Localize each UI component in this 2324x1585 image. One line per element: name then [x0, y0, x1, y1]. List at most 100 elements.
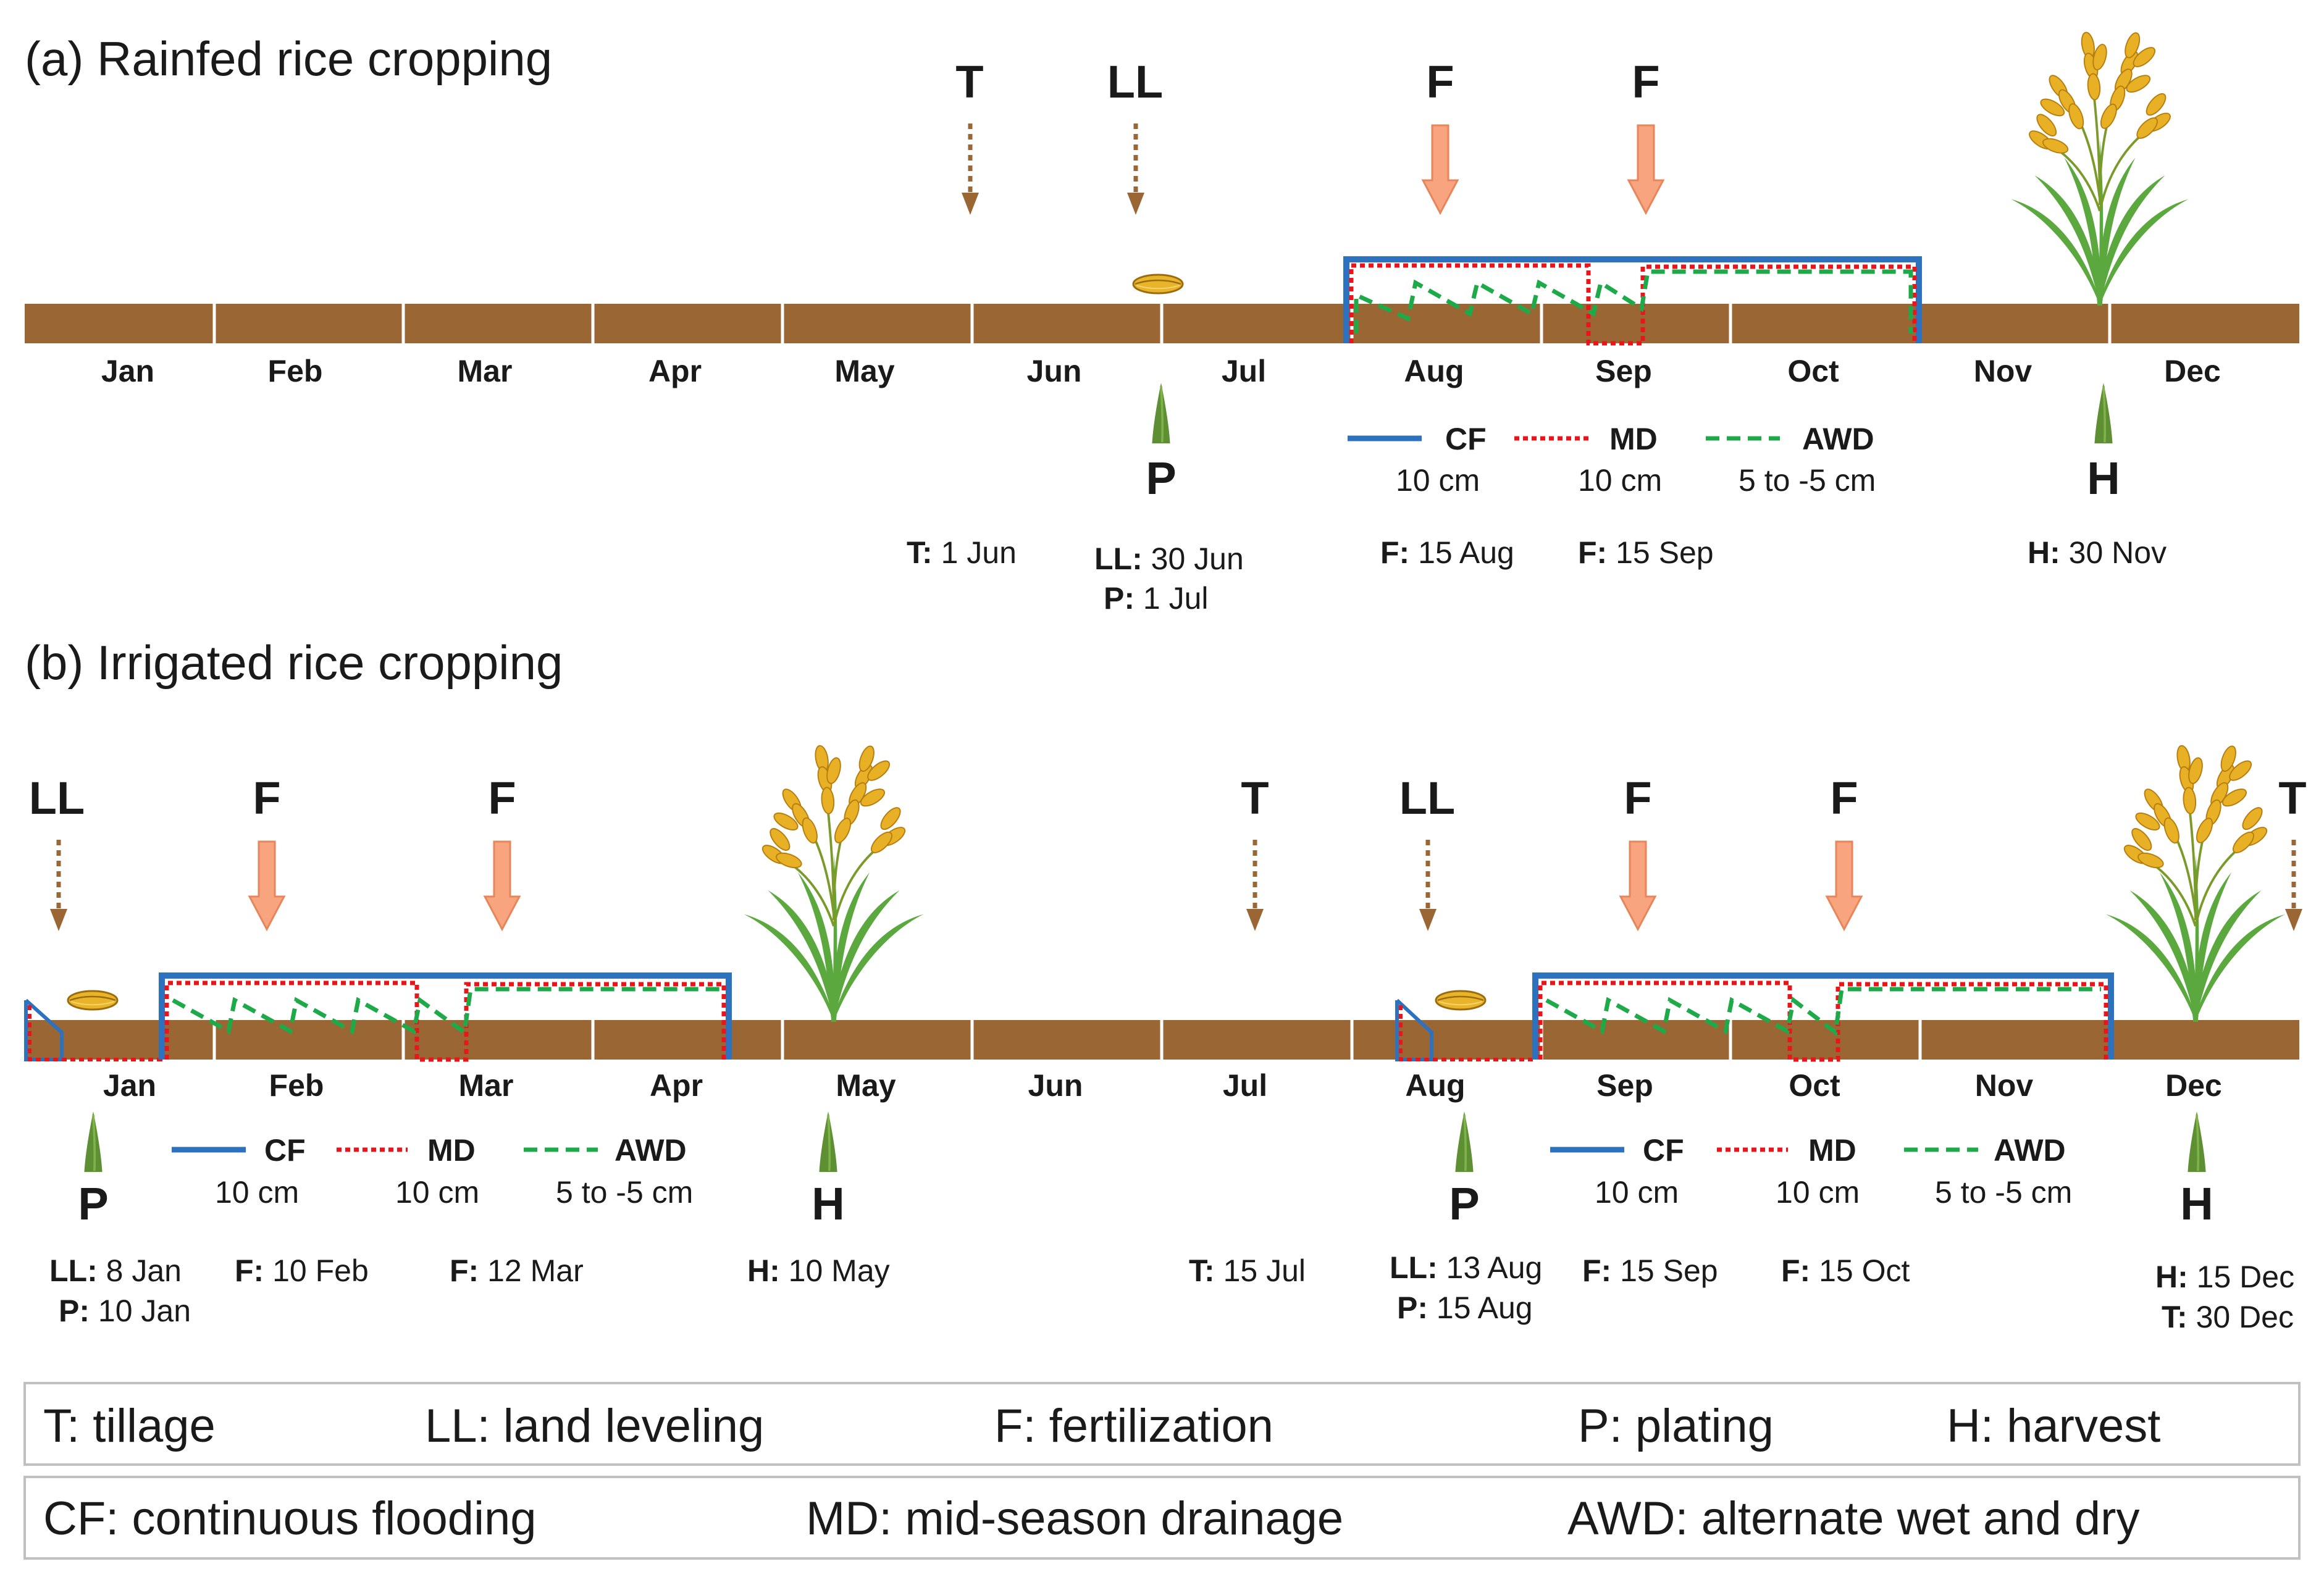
date-annotation: T: 30 Dec: [2162, 1300, 2294, 1334]
panel-b: (b) Irrigated rice cropping Jan Feb Mar …: [24, 635, 2307, 1334]
legend-awd: AWD: [1802, 422, 1874, 456]
panel-a-title: (a) Rainfed rice cropping: [25, 31, 552, 86]
date-annotation: P: 10 Jan: [59, 1294, 191, 1328]
month-label: May: [836, 1068, 896, 1103]
cf-water-line: [1343, 256, 1922, 343]
legend-md-depth: 10 cm: [1578, 463, 1662, 498]
date-annotation: P: 15 Aug: [1397, 1290, 1533, 1325]
date-annotation: F: 10 Feb: [235, 1253, 369, 1288]
md-water-line: [164, 981, 726, 1062]
tillage-letter: T: [955, 56, 983, 107]
month-label: Jan: [103, 1068, 156, 1103]
awd-water-line: [1545, 987, 2101, 1037]
legend-md-depth: 10 cm: [395, 1175, 479, 1210]
date-annotation: F: 15 Sep: [1582, 1253, 1718, 1288]
date-annotation: T: 15 Jul: [1189, 1253, 1306, 1288]
legend-awd: AWD: [1994, 1133, 2066, 1168]
date-annotation: F: 15 Sep: [1578, 535, 1714, 570]
key-cf: CF: continuous flooding: [43, 1492, 536, 1545]
legend-md: MD: [1808, 1133, 1856, 1168]
awd-water-line: [172, 987, 719, 1037]
fertilizer-arrow-icon: [1619, 840, 1656, 931]
key-box-water: CF: continuous flooding MD: mid-season d…: [23, 1476, 2301, 1560]
tillage-arrow-icon: [1246, 840, 1264, 931]
legend-awd-depth: 5 to -5 cm: [1739, 463, 1876, 498]
water-legend: CF 10 cm MD 10 cm AWD 5 to -5 cm: [1550, 1133, 2072, 1210]
legend-cf: CF: [264, 1133, 306, 1168]
date-annotation: H: 15 Dec: [2155, 1260, 2294, 1294]
planting-letter: P: [78, 1178, 108, 1229]
fertilization-letter: F: [253, 772, 280, 824]
month-label: Dec: [2164, 354, 2221, 388]
date-annotation: F: 12 Mar: [450, 1253, 584, 1288]
month-label: Apr: [650, 1068, 703, 1103]
legend-cf-depth: 10 cm: [1396, 463, 1480, 498]
legend-md: MD: [1609, 422, 1658, 456]
month-label: Jun: [1028, 1068, 1083, 1103]
date-annotation: T: 1 Jun: [907, 535, 1017, 570]
harvest-letter: H: [812, 1178, 844, 1229]
legend-cf: CF: [1445, 422, 1487, 456]
leveling-letter: LL: [1107, 56, 1163, 107]
sprout-icon: [1151, 382, 1172, 445]
month-label: May: [834, 354, 894, 388]
harvest-letter: H: [2180, 1178, 2213, 1229]
fertilizer-arrow-icon: [248, 840, 285, 931]
month-label: Jul: [1222, 354, 1266, 388]
fertilization-letter: F: [1632, 56, 1659, 107]
legend-cf-depth: 10 cm: [1595, 1175, 1679, 1210]
month-label: Jul: [1223, 1068, 1267, 1103]
key-tillage: T: tillage: [43, 1400, 216, 1452]
legend-cf: CF: [1643, 1133, 1684, 1168]
fertilization-letter: F: [1830, 772, 1858, 824]
cf-water-line: [1395, 998, 1433, 1061]
panel-a: (a) Rainfed rice cropping Jan Feb Mar Ap…: [25, 30, 2299, 616]
key-fertilization: F: fertilization: [994, 1400, 1273, 1452]
leveling-letter: LL: [1399, 772, 1455, 824]
fertilizer-arrow-icon: [1627, 124, 1664, 214]
fertilization-letter: F: [1426, 56, 1454, 107]
month-label: Apr: [648, 354, 702, 388]
month-label: Mar: [459, 1068, 514, 1103]
rice-grain-icon: [1435, 990, 1487, 1011]
key-harvest: H: harvest: [1947, 1400, 2160, 1452]
legend-awd-depth: 5 to -5 cm: [1935, 1175, 2072, 1210]
month-label: Nov: [1975, 1068, 2034, 1103]
fertilizer-arrow-icon: [1826, 840, 1863, 931]
date-annotation: H: 10 May: [747, 1253, 890, 1288]
sprout-icon: [2093, 382, 2114, 445]
fertilizer-arrow-icon: [484, 840, 521, 931]
key-awd: AWD: alternate wet and dry: [1567, 1492, 2139, 1545]
sprout-icon: [83, 1110, 104, 1174]
date-annotation: F: 15 Oct: [1781, 1253, 1910, 1288]
md-water-line: [1349, 263, 1917, 346]
sprout-icon: [2186, 1110, 2207, 1174]
sprout-icon: [818, 1110, 839, 1174]
month-label: Oct: [1787, 354, 1839, 388]
month-label: Aug: [1404, 354, 1464, 388]
legend-awd-depth: 5 to -5 cm: [556, 1175, 693, 1210]
tillage-letter: T: [1241, 772, 1269, 824]
key-leveling: LL: land leveling: [425, 1400, 764, 1452]
fertilizer-arrow-icon: [1422, 124, 1459, 214]
key-box-operations: T: tillage LL: land leveling F: fertiliz…: [23, 1382, 2301, 1466]
fertilization-letter: F: [488, 772, 516, 824]
leveling-arrow-icon: [1127, 123, 1144, 215]
month-label: Nov: [1974, 354, 2032, 388]
legend-md: MD: [427, 1133, 476, 1168]
date-annotation: LL: 8 Jan: [49, 1253, 182, 1288]
rice-plant-icon: [2010, 30, 2190, 307]
tillage-arrow-icon: [2285, 840, 2302, 931]
date-annotation: F: 15 Aug: [1380, 535, 1514, 570]
fertilization-letter: F: [1624, 772, 1651, 824]
key-planting: P: plating: [1578, 1400, 1774, 1452]
month-label: Feb: [269, 1068, 324, 1103]
cf-water-line: [1532, 972, 2114, 1060]
month-label: Mar: [458, 354, 513, 388]
month-label: Feb: [268, 354, 323, 388]
cf-water-line: [159, 972, 732, 1060]
date-annotation: H: 30 Nov: [2028, 535, 2167, 570]
month-label: Sep: [1595, 354, 1652, 388]
month-label: Jan: [101, 354, 154, 388]
